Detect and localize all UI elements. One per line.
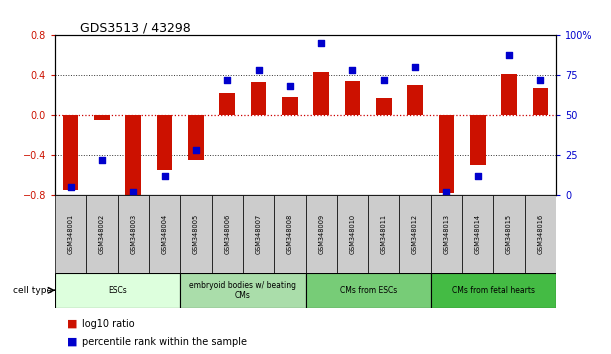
Text: ESCs: ESCs — [108, 286, 127, 295]
Text: GSM348003: GSM348003 — [130, 213, 136, 254]
Bar — [55, 273, 180, 308]
Bar — [408, 85, 423, 115]
Text: GSM348007: GSM348007 — [255, 213, 262, 254]
Bar — [94, 115, 110, 120]
Text: GSM348008: GSM348008 — [287, 213, 293, 254]
Point — [535, 77, 545, 83]
Text: GSM348002: GSM348002 — [99, 213, 105, 254]
Text: GSM348005: GSM348005 — [193, 213, 199, 254]
Point — [66, 184, 76, 190]
Text: GSM348001: GSM348001 — [68, 213, 74, 254]
Bar — [470, 115, 486, 165]
Bar — [180, 195, 211, 273]
Bar — [462, 195, 494, 273]
Point — [473, 173, 483, 178]
Text: ■: ■ — [67, 319, 78, 329]
Bar — [376, 98, 392, 115]
Bar — [525, 195, 556, 273]
Bar — [337, 195, 368, 273]
Bar — [251, 82, 266, 115]
Bar — [306, 195, 337, 273]
Bar — [125, 115, 141, 195]
Bar — [501, 74, 517, 115]
Bar — [306, 273, 431, 308]
Bar — [86, 195, 117, 273]
Bar — [313, 72, 329, 115]
Text: CMs from ESCs: CMs from ESCs — [340, 286, 397, 295]
Text: GSM348011: GSM348011 — [381, 214, 387, 253]
Bar — [55, 195, 86, 273]
Text: GSM348006: GSM348006 — [224, 213, 230, 254]
Bar — [149, 195, 180, 273]
Text: GSM348015: GSM348015 — [506, 213, 512, 254]
Point — [348, 68, 357, 73]
Point — [159, 173, 169, 178]
Bar — [493, 195, 525, 273]
Text: GSM348010: GSM348010 — [349, 213, 356, 254]
Bar — [431, 195, 462, 273]
Text: GSM348004: GSM348004 — [161, 213, 167, 254]
Point — [316, 41, 326, 46]
Bar — [345, 81, 360, 115]
Text: GSM348009: GSM348009 — [318, 213, 324, 254]
Bar — [211, 195, 243, 273]
Point — [191, 147, 201, 153]
Point — [410, 64, 420, 70]
Bar — [431, 273, 556, 308]
Point — [379, 77, 389, 83]
Bar — [63, 115, 78, 190]
Point — [222, 77, 232, 83]
Text: CMs from fetal hearts: CMs from fetal hearts — [452, 286, 535, 295]
Point — [285, 84, 295, 89]
Text: ■: ■ — [67, 337, 78, 347]
Text: GSM348014: GSM348014 — [475, 213, 481, 254]
Bar — [274, 195, 306, 273]
Bar — [533, 88, 548, 115]
Point — [442, 189, 452, 194]
Text: cell type: cell type — [13, 286, 52, 295]
Point — [504, 52, 514, 57]
Text: GSM348013: GSM348013 — [444, 214, 450, 253]
Bar — [439, 115, 454, 193]
Text: GDS3513 / 43298: GDS3513 / 43298 — [80, 21, 191, 34]
Text: GSM348012: GSM348012 — [412, 213, 418, 254]
Text: embryoid bodies w/ beating
CMs: embryoid bodies w/ beating CMs — [189, 281, 296, 300]
Bar — [157, 115, 172, 170]
Bar — [180, 273, 306, 308]
Bar — [243, 195, 274, 273]
Bar — [188, 115, 203, 160]
Point — [97, 157, 107, 162]
Bar — [282, 97, 298, 115]
Point — [254, 68, 263, 73]
Bar — [219, 93, 235, 115]
Bar — [400, 195, 431, 273]
Text: GSM348016: GSM348016 — [537, 213, 543, 254]
Point — [128, 189, 138, 194]
Bar — [117, 195, 149, 273]
Bar — [368, 195, 400, 273]
Text: log10 ratio: log10 ratio — [82, 319, 135, 329]
Text: percentile rank within the sample: percentile rank within the sample — [82, 337, 247, 347]
